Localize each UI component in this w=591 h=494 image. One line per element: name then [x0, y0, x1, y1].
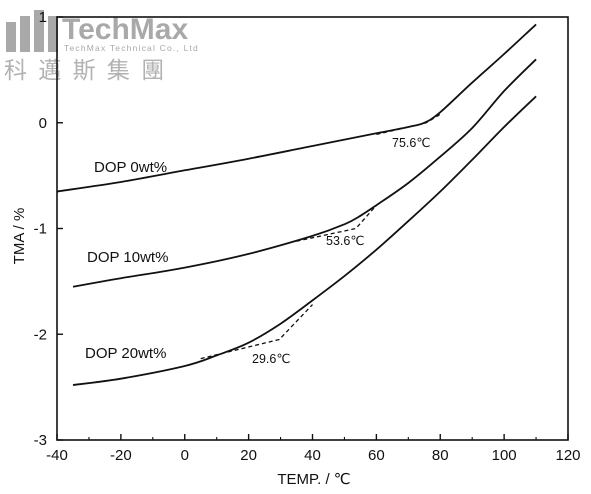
y-axis-tick-labels: -3 -2 -1 0 1 [34, 9, 47, 449]
series-line-dop-0 [56, 23, 537, 193]
x-tick-label: 80 [432, 447, 449, 464]
x-tick-label: 20 [240, 447, 257, 464]
watermark-subtitle: TechMax Technical Co., Ltd [64, 43, 199, 53]
series-line-dop-20 [72, 95, 537, 386]
series-lines [56, 23, 537, 386]
x-tick-label: 60 [368, 447, 385, 464]
y-tick-label: -1 [34, 221, 47, 238]
annotation-label-75-6: 75.6℃ [392, 136, 430, 150]
y-tick-label: 0 [39, 115, 47, 132]
x-axis-title: TEMP. / ℃ [277, 471, 350, 488]
series-label-dop-10: DOP 10wt% [87, 249, 168, 266]
tangent-line-75-6 [376, 113, 441, 136]
watermark-brand: TechMax [62, 13, 188, 46]
series-label-dop-20: DOP 20wt% [85, 345, 166, 362]
y-tick-label: 1 [39, 9, 47, 26]
x-tick-label: -20 [110, 447, 132, 464]
x-axis-ticks [56, 434, 569, 440]
tangent-line-29-6 [200, 304, 313, 360]
y-axis-ticks [57, 16, 63, 441]
annotation-label-53-6: 53.6℃ [326, 234, 364, 248]
x-tick-label: 40 [304, 447, 321, 464]
x-tick-label: 0 [181, 447, 189, 464]
tangent-lines [200, 113, 441, 360]
x-tick-label: 120 [555, 447, 580, 464]
series-label-dop-0: DOP 0wt% [94, 159, 167, 176]
x-tick-label: -40 [46, 447, 68, 464]
series-line-dop-10 [72, 58, 537, 288]
y-axis-title: TMA / % [11, 208, 28, 265]
watermark-logo-icon [6, 10, 58, 52]
y-tick-label: -2 [34, 326, 47, 343]
x-tick-label: 100 [492, 447, 517, 464]
watermark: TechMax TechMax Technical Co., Ltd 科 邁 斯… [4, 10, 199, 84]
y-tick-label: -3 [34, 432, 47, 449]
watermark-chinese: 科 邁 斯 集 團 [4, 58, 166, 84]
x-axis-tick-labels: -40 -20 0 20 40 60 80 100 120 [46, 447, 580, 464]
annotation-label-29-6: 29.6℃ [252, 352, 290, 366]
